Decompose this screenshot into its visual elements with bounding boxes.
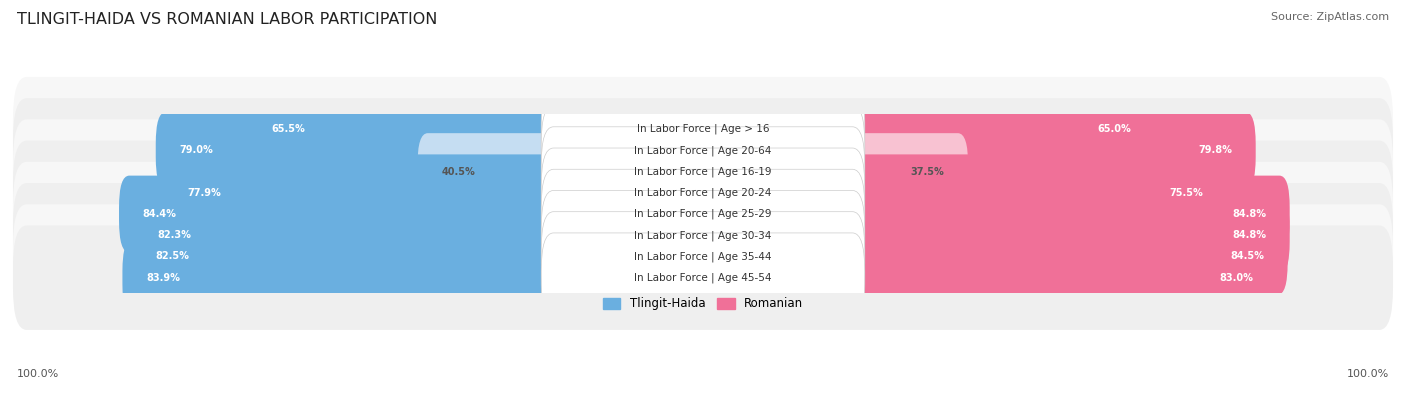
Text: 100.0%: 100.0% bbox=[17, 369, 59, 379]
Text: 83.0%: 83.0% bbox=[1220, 273, 1254, 283]
Text: 40.5%: 40.5% bbox=[441, 167, 475, 177]
FancyBboxPatch shape bbox=[134, 197, 564, 274]
Text: 79.8%: 79.8% bbox=[1198, 145, 1232, 155]
FancyBboxPatch shape bbox=[541, 190, 865, 280]
Text: 77.9%: 77.9% bbox=[187, 188, 221, 198]
Text: Source: ZipAtlas.com: Source: ZipAtlas.com bbox=[1271, 12, 1389, 22]
Text: In Labor Force | Age > 16: In Labor Force | Age > 16 bbox=[637, 124, 769, 134]
Text: 65.0%: 65.0% bbox=[1098, 124, 1132, 134]
FancyBboxPatch shape bbox=[13, 98, 1393, 203]
FancyBboxPatch shape bbox=[541, 233, 865, 322]
FancyBboxPatch shape bbox=[842, 154, 1226, 231]
Text: TLINGIT-HAIDA VS ROMANIAN LABOR PARTICIPATION: TLINGIT-HAIDA VS ROMANIAN LABOR PARTICIP… bbox=[17, 12, 437, 27]
Text: 82.5%: 82.5% bbox=[156, 252, 190, 261]
Text: 84.8%: 84.8% bbox=[1232, 209, 1265, 219]
FancyBboxPatch shape bbox=[541, 148, 865, 238]
FancyBboxPatch shape bbox=[163, 154, 564, 231]
FancyBboxPatch shape bbox=[13, 77, 1393, 181]
FancyBboxPatch shape bbox=[120, 176, 564, 252]
FancyBboxPatch shape bbox=[842, 112, 1256, 189]
Text: 79.0%: 79.0% bbox=[180, 145, 214, 155]
Text: In Labor Force | Age 16-19: In Labor Force | Age 16-19 bbox=[634, 166, 772, 177]
FancyBboxPatch shape bbox=[13, 162, 1393, 266]
Text: 84.4%: 84.4% bbox=[143, 209, 177, 219]
FancyBboxPatch shape bbox=[13, 204, 1393, 309]
FancyBboxPatch shape bbox=[842, 176, 1289, 252]
FancyBboxPatch shape bbox=[842, 91, 1156, 167]
FancyBboxPatch shape bbox=[156, 112, 564, 189]
FancyBboxPatch shape bbox=[541, 105, 865, 195]
Text: In Labor Force | Age 35-44: In Labor Force | Age 35-44 bbox=[634, 251, 772, 262]
FancyBboxPatch shape bbox=[13, 141, 1393, 245]
Text: 82.3%: 82.3% bbox=[157, 230, 191, 240]
Text: 84.5%: 84.5% bbox=[1230, 252, 1264, 261]
Text: 37.5%: 37.5% bbox=[911, 167, 945, 177]
FancyBboxPatch shape bbox=[541, 85, 865, 174]
Text: 75.5%: 75.5% bbox=[1168, 188, 1202, 198]
Text: 65.5%: 65.5% bbox=[271, 124, 305, 134]
FancyBboxPatch shape bbox=[541, 169, 865, 259]
Text: 84.8%: 84.8% bbox=[1232, 230, 1265, 240]
FancyBboxPatch shape bbox=[842, 239, 1278, 316]
FancyBboxPatch shape bbox=[247, 91, 564, 167]
Text: In Labor Force | Age 20-64: In Labor Force | Age 20-64 bbox=[634, 145, 772, 156]
FancyBboxPatch shape bbox=[842, 197, 1289, 274]
FancyBboxPatch shape bbox=[418, 133, 564, 210]
Text: In Labor Force | Age 25-29: In Labor Force | Age 25-29 bbox=[634, 209, 772, 219]
FancyBboxPatch shape bbox=[13, 226, 1393, 330]
Legend: Tlingit-Haida, Romanian: Tlingit-Haida, Romanian bbox=[598, 293, 808, 315]
Text: 100.0%: 100.0% bbox=[1347, 369, 1389, 379]
Text: In Labor Force | Age 30-34: In Labor Force | Age 30-34 bbox=[634, 230, 772, 241]
Text: 83.9%: 83.9% bbox=[146, 273, 180, 283]
FancyBboxPatch shape bbox=[842, 133, 969, 210]
FancyBboxPatch shape bbox=[541, 127, 865, 216]
FancyBboxPatch shape bbox=[13, 183, 1393, 288]
FancyBboxPatch shape bbox=[842, 218, 1288, 295]
Text: In Labor Force | Age 45-54: In Labor Force | Age 45-54 bbox=[634, 273, 772, 283]
FancyBboxPatch shape bbox=[122, 239, 564, 316]
FancyBboxPatch shape bbox=[541, 212, 865, 301]
Text: In Labor Force | Age 20-24: In Labor Force | Age 20-24 bbox=[634, 188, 772, 198]
FancyBboxPatch shape bbox=[13, 119, 1393, 224]
FancyBboxPatch shape bbox=[132, 218, 564, 295]
